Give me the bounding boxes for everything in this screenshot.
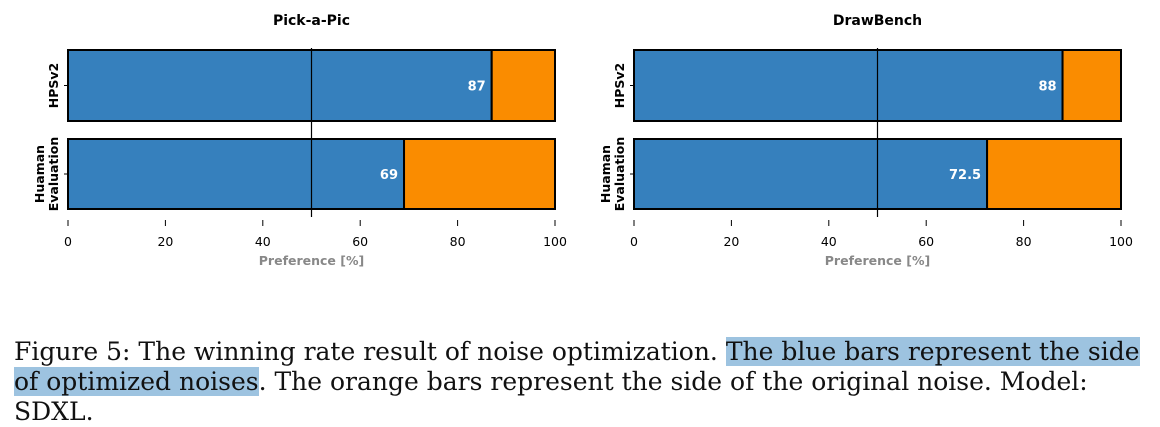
bar-original [1061,49,1123,122]
bar-optimized [633,138,989,210]
figure-caption: Figure 5: The winning rate result of noi… [14,337,1154,427]
x-tick-label: 60 [918,234,934,249]
bar-data-label: 88 [1038,80,1056,95]
x-tick-label: 40 [255,234,271,249]
x-tick-label: 80 [1016,234,1032,249]
x-axis-label: Preference [%] [259,253,364,268]
y-tick-label: HPSv2 [46,63,61,108]
bar-original [986,138,1123,210]
bar-original [403,138,556,210]
chart-title: Pick-a-Pic [273,13,350,29]
x-tick-label: 20 [723,234,739,249]
x-tick-label: 0 [630,234,638,249]
bar-original [490,49,557,122]
chart-title: DrawBench [833,13,922,29]
caption-text: Figure 5: The winning rate result of noi… [14,337,726,366]
x-axis-label: Preference [%] [825,253,930,268]
bar-data-label: 72.5 [949,168,981,183]
x-tick-label: 80 [450,234,466,249]
figure-charts: Pick-a-Pic 87 HPSv2 69 HuamanEvaluation 0 20 40… [32,13,1133,268]
x-tick-label: 60 [352,234,368,249]
y-tick-label: HuamanEvaluation [598,137,627,212]
x-tick-label: 20 [157,234,173,249]
x-tick-label: 100 [543,234,567,249]
x-tick-label: 40 [821,234,837,249]
x-tick-label: 0 [64,234,72,249]
bar-data-label: 69 [380,168,398,183]
bar-optimized [67,138,406,210]
x-tick-label: 100 [1109,234,1133,249]
y-tick-label: HuamanEvaluation [32,137,61,212]
caption-text-end: . The orange bars represent the side of … [14,367,1088,426]
bar-optimized [67,49,493,122]
bar-optimized [633,49,1064,122]
y-tick-label: HPSv2 [612,63,627,108]
bar-data-label: 87 [468,80,486,95]
